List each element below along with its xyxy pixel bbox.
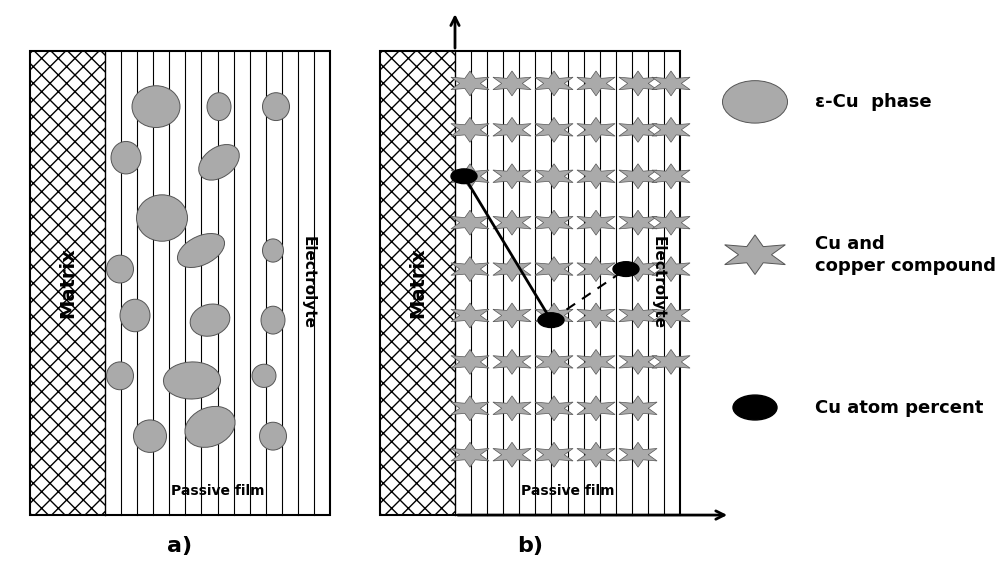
Polygon shape xyxy=(619,71,657,96)
Polygon shape xyxy=(652,210,690,235)
Polygon shape xyxy=(451,256,489,281)
Ellipse shape xyxy=(252,365,276,388)
Circle shape xyxy=(613,261,639,276)
Polygon shape xyxy=(535,117,573,142)
Polygon shape xyxy=(577,442,615,467)
Text: Passive film: Passive film xyxy=(521,484,614,498)
Circle shape xyxy=(451,169,477,183)
Circle shape xyxy=(538,313,564,328)
Polygon shape xyxy=(577,396,615,421)
Text: Matrix: Matrix xyxy=(408,248,427,318)
Polygon shape xyxy=(652,303,690,328)
Polygon shape xyxy=(652,117,690,142)
Polygon shape xyxy=(493,117,531,142)
Polygon shape xyxy=(619,349,657,374)
Ellipse shape xyxy=(260,422,287,450)
Ellipse shape xyxy=(134,420,167,452)
Polygon shape xyxy=(535,442,573,467)
Polygon shape xyxy=(535,303,573,328)
Ellipse shape xyxy=(261,306,285,334)
Polygon shape xyxy=(451,210,489,235)
Ellipse shape xyxy=(722,80,788,123)
Polygon shape xyxy=(725,235,785,275)
Polygon shape xyxy=(619,256,657,281)
Polygon shape xyxy=(451,349,489,374)
Polygon shape xyxy=(451,396,489,421)
Polygon shape xyxy=(652,71,690,96)
Ellipse shape xyxy=(185,406,235,447)
Ellipse shape xyxy=(190,304,230,336)
Polygon shape xyxy=(535,71,573,96)
Bar xyxy=(30,51,330,515)
Ellipse shape xyxy=(107,255,134,283)
Bar xyxy=(380,51,680,515)
Polygon shape xyxy=(451,71,489,96)
Polygon shape xyxy=(493,442,531,467)
Polygon shape xyxy=(619,442,657,467)
Polygon shape xyxy=(451,164,489,188)
Ellipse shape xyxy=(262,93,290,121)
Text: Matrix: Matrix xyxy=(58,248,77,318)
Text: b): b) xyxy=(517,536,543,556)
Text: Cu atom percent: Cu atom percent xyxy=(815,398,983,417)
Polygon shape xyxy=(493,256,531,281)
Ellipse shape xyxy=(107,362,134,390)
Polygon shape xyxy=(493,303,531,328)
Bar xyxy=(30,51,105,515)
Polygon shape xyxy=(535,210,573,235)
Ellipse shape xyxy=(136,195,188,241)
Polygon shape xyxy=(493,349,531,374)
Text: Passive film: Passive film xyxy=(171,484,264,498)
Ellipse shape xyxy=(199,144,239,180)
Ellipse shape xyxy=(111,142,141,174)
Ellipse shape xyxy=(207,93,231,121)
Polygon shape xyxy=(652,256,690,281)
Polygon shape xyxy=(493,71,531,96)
Ellipse shape xyxy=(163,362,221,399)
Text: ε-Cu  phase: ε-Cu phase xyxy=(815,93,932,111)
Polygon shape xyxy=(652,349,690,374)
Polygon shape xyxy=(619,210,657,235)
Polygon shape xyxy=(577,210,615,235)
Polygon shape xyxy=(451,303,489,328)
Ellipse shape xyxy=(132,86,180,127)
Polygon shape xyxy=(493,396,531,421)
Polygon shape xyxy=(577,117,615,142)
Polygon shape xyxy=(577,256,615,281)
Text: a): a) xyxy=(167,536,193,556)
Polygon shape xyxy=(451,442,489,467)
Text: Electrolyte: Electrolyte xyxy=(650,237,666,329)
Polygon shape xyxy=(493,164,531,188)
Polygon shape xyxy=(451,117,489,142)
Polygon shape xyxy=(535,396,573,421)
Polygon shape xyxy=(577,303,615,328)
Polygon shape xyxy=(619,117,657,142)
Ellipse shape xyxy=(120,299,150,332)
Polygon shape xyxy=(577,71,615,96)
Polygon shape xyxy=(493,210,531,235)
Bar xyxy=(380,51,455,515)
Polygon shape xyxy=(619,164,657,188)
Polygon shape xyxy=(652,164,690,188)
Polygon shape xyxy=(535,164,573,188)
Polygon shape xyxy=(619,303,657,328)
Polygon shape xyxy=(535,349,573,374)
Text: Electrolyte: Electrolyte xyxy=(300,237,316,329)
Ellipse shape xyxy=(262,239,284,262)
Circle shape xyxy=(733,395,777,420)
Polygon shape xyxy=(577,349,615,374)
Text: Cu and
copper compound: Cu and copper compound xyxy=(815,234,996,275)
Polygon shape xyxy=(535,256,573,281)
Ellipse shape xyxy=(177,234,225,268)
Polygon shape xyxy=(619,396,657,421)
Polygon shape xyxy=(577,164,615,188)
